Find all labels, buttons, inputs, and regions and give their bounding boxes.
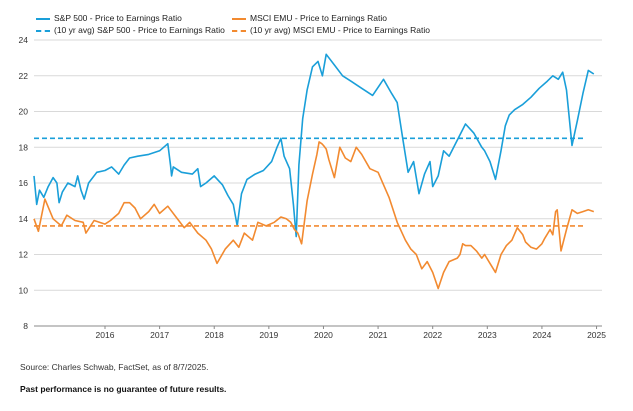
emu-pe-line bbox=[33, 141, 595, 290]
x-tick-label: 2019 bbox=[259, 330, 278, 340]
legend-swatch-emu-avg bbox=[232, 29, 246, 32]
x-tick-label: 2017 bbox=[150, 330, 169, 340]
x-tick-label: 2016 bbox=[96, 330, 115, 340]
x-tick-label: 2025 bbox=[587, 330, 606, 340]
legend-label-sp500: S&P 500 - Price to Earnings Ratio bbox=[54, 13, 182, 23]
x-tick-label: 2024 bbox=[532, 330, 551, 340]
legend-label-sp500-avg: (10 yr avg) S&P 500 - Price to Earnings … bbox=[54, 25, 225, 35]
legend-item-sp500: S&P 500 - Price to Earnings Ratio bbox=[36, 12, 182, 25]
x-tick-label: 2020 bbox=[314, 330, 333, 340]
performance-disclaimer: Past performance is no guarantee of futu… bbox=[20, 384, 227, 394]
y-tick-label: 16 bbox=[19, 178, 29, 188]
y-tick-label: 8 bbox=[23, 321, 28, 331]
legend-swatch-emu bbox=[232, 17, 246, 20]
legend-swatch-sp500-avg bbox=[36, 29, 50, 32]
source-note: Source: Charles Schwab, FactSet, as of 8… bbox=[20, 362, 209, 372]
x-tick-label: 2023 bbox=[478, 330, 497, 340]
legend-label-emu: MSCI EMU - Price to Earnings Ratio bbox=[250, 13, 387, 23]
legend-item-emu: MSCI EMU - Price to Earnings Ratio bbox=[232, 12, 387, 25]
x-tick-label: 2021 bbox=[369, 330, 388, 340]
x-tick-label: 2022 bbox=[423, 330, 442, 340]
y-tick-label: 14 bbox=[19, 214, 29, 224]
y-tick-label: 10 bbox=[19, 285, 29, 295]
y-tick-label: 20 bbox=[19, 107, 29, 117]
sp500-pe-line bbox=[33, 53, 595, 238]
legend-swatch-sp500 bbox=[36, 17, 50, 20]
y-tick-label: 22 bbox=[19, 71, 29, 81]
y-tick-label: 24 bbox=[19, 35, 29, 45]
legend-label-emu-avg: (10 yr avg) MSCI EMU - Price to Earnings… bbox=[250, 25, 430, 35]
y-tick-label: 18 bbox=[19, 142, 29, 152]
legend-item-emu-avg: (10 yr avg) MSCI EMU - Price to Earnings… bbox=[232, 24, 430, 37]
x-tick-label: 2018 bbox=[205, 330, 224, 340]
legend-item-sp500-avg: (10 yr avg) S&P 500 - Price to Earnings … bbox=[36, 24, 225, 37]
y-tick-label: 12 bbox=[19, 250, 29, 260]
